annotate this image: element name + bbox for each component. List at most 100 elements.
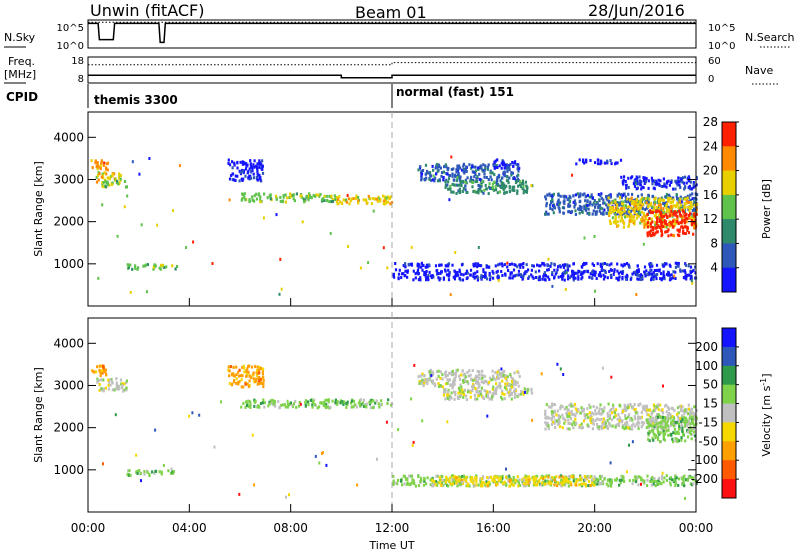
data-cell	[662, 207, 665, 211]
data-cell	[652, 409, 655, 413]
data-cell	[534, 483, 537, 487]
data-cell	[379, 197, 382, 201]
data-cell	[341, 400, 344, 404]
data-cell	[637, 403, 640, 407]
data-cell	[578, 270, 581, 274]
data-cell	[449, 184, 452, 188]
data-cell	[479, 480, 482, 484]
data-cell	[402, 272, 405, 276]
colorbar-swatch	[722, 460, 736, 480]
data-cell	[502, 182, 505, 185]
data-cell	[683, 187, 686, 191]
data-cell	[105, 172, 108, 176]
data-cell	[346, 194, 349, 197]
data-cell	[396, 482, 399, 486]
data-cell	[692, 415, 695, 419]
data-cell	[304, 404, 307, 408]
colorbar-tick-label: -200	[691, 472, 718, 486]
data-cell	[241, 162, 244, 166]
data-cell	[373, 197, 376, 201]
data-cell	[664, 230, 667, 234]
data-cell	[364, 404, 367, 408]
data-cell	[461, 278, 465, 282]
data-cell	[670, 277, 673, 281]
data-cell	[642, 202, 645, 206]
data-cell	[444, 480, 448, 484]
data-cell	[681, 477, 684, 481]
frequency-series	[88, 74, 696, 79]
data-cell	[303, 200, 306, 204]
data-cell	[350, 197, 353, 201]
data-cell	[665, 403, 668, 407]
data-cell	[235, 373, 238, 377]
data-cell	[455, 192, 458, 195]
data-cell	[446, 477, 449, 481]
data-cell	[457, 183, 460, 187]
data-cell	[656, 268, 659, 272]
data-cell	[510, 262, 513, 266]
data-cell	[617, 192, 621, 196]
data-cell	[481, 395, 485, 399]
data-cell	[525, 184, 528, 188]
data-cell	[411, 480, 414, 484]
data-cell	[444, 388, 447, 391]
data-cell	[646, 273, 649, 277]
data-cell	[680, 436, 683, 440]
data-cell	[636, 264, 639, 268]
data-cell	[496, 373, 499, 376]
data-cell	[684, 439, 687, 443]
data-cell	[674, 179, 677, 183]
data-cell	[621, 424, 624, 428]
data-cell	[660, 474, 664, 478]
data-cell	[263, 405, 266, 409]
data-cell	[322, 404, 325, 407]
data-cell	[118, 172, 121, 176]
data-cell	[619, 210, 622, 213]
data-cell	[153, 471, 156, 475]
data-cell	[590, 193, 593, 197]
data-cell	[567, 210, 570, 214]
data-cell	[624, 195, 627, 199]
data-cell	[413, 482, 416, 485]
data-cell	[667, 405, 670, 409]
data-cell	[626, 422, 629, 426]
data-cell	[425, 263, 428, 267]
data-cell	[235, 365, 238, 369]
data-cell	[662, 177, 665, 181]
data-cell	[96, 365, 99, 369]
data-cell	[421, 372, 424, 376]
data-cell	[636, 420, 639, 424]
data-cell	[501, 389, 504, 393]
data-cell	[642, 213, 645, 217]
data-cell	[506, 261, 509, 265]
data-cell	[104, 179, 107, 183]
data-cell	[447, 262, 451, 266]
data-cell	[445, 273, 449, 277]
data-cell	[564, 418, 567, 422]
data-cell	[273, 400, 276, 404]
data-cell	[634, 270, 637, 274]
data-cell	[583, 236, 586, 240]
data-cell	[474, 264, 477, 268]
data-cell	[655, 422, 658, 426]
data-cell	[557, 193, 560, 197]
data-cell	[652, 277, 655, 281]
data-cell	[550, 481, 553, 485]
data-cell	[657, 413, 660, 417]
data-cell	[441, 373, 444, 377]
data-cell	[651, 416, 654, 420]
data-cell	[547, 475, 550, 479]
data-cell	[492, 385, 495, 389]
data-cell	[472, 190, 475, 193]
data-cell	[558, 207, 561, 211]
data-cell	[433, 382, 436, 386]
data-cell	[627, 426, 630, 430]
x-tick-label: 00:00	[679, 521, 714, 535]
data-cell	[644, 217, 647, 221]
data-cell	[536, 482, 539, 486]
data-cell	[383, 199, 386, 203]
data-cell	[482, 481, 485, 485]
data-cell	[481, 180, 484, 184]
data-cell	[672, 204, 675, 208]
